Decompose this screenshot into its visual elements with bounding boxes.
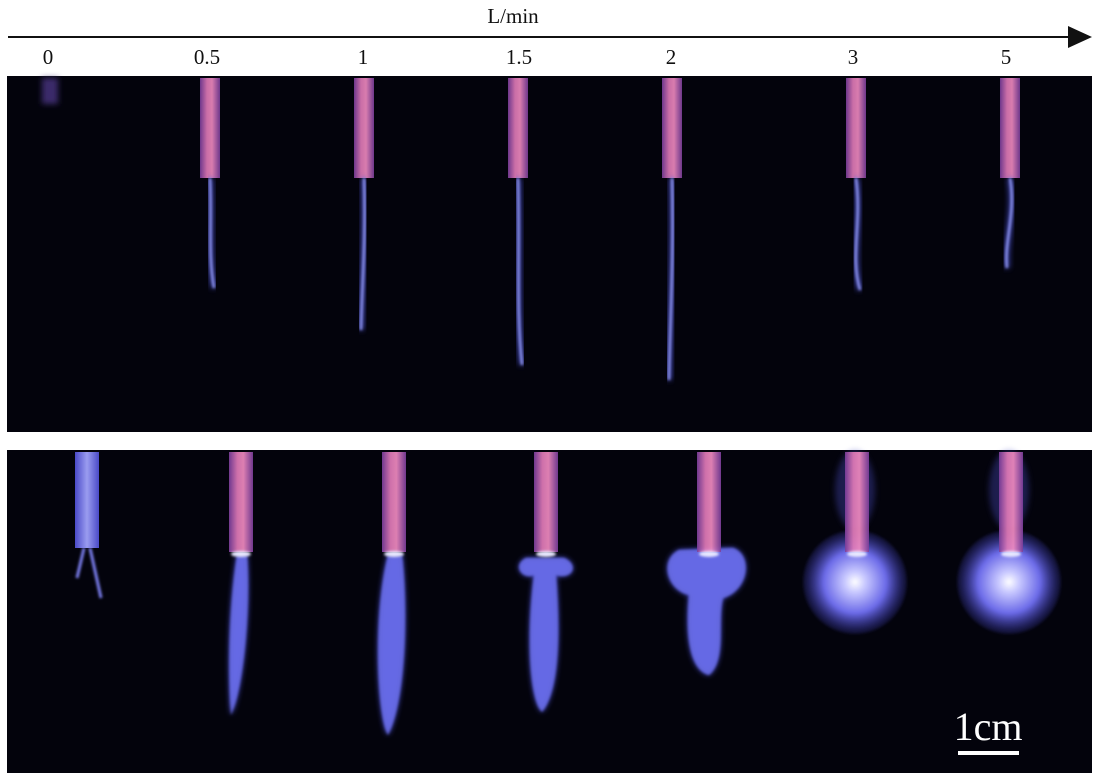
tube (845, 452, 869, 552)
plume (229, 555, 249, 715)
flow-rate-label: 5 (1001, 45, 1012, 69)
tube (999, 452, 1023, 552)
faint-tube (42, 78, 58, 104)
tube (846, 78, 866, 178)
tube (75, 452, 99, 548)
jet-filament (359, 177, 366, 331)
jet-filament (667, 177, 674, 381)
flow-rate-label: 1.5 (506, 45, 532, 69)
jet-filament (1005, 177, 1013, 269)
scale-bar (958, 751, 1019, 755)
axis-label: L/min (487, 4, 539, 28)
tube (662, 78, 682, 178)
jet (75, 547, 103, 599)
tube (382, 452, 406, 552)
sphere (803, 530, 907, 634)
nozzle-spot (384, 551, 404, 557)
tube (534, 452, 558, 552)
top-photo (7, 76, 1092, 432)
flow-rate-label: 0 (43, 45, 54, 69)
plume (519, 558, 573, 712)
scale-bar-label: 1cm (954, 704, 1023, 749)
nozzle-spot (231, 551, 251, 557)
tube (200, 78, 220, 178)
nozzle-spot (847, 551, 867, 557)
bottom-jets (75, 450, 1061, 735)
tube (354, 78, 374, 178)
jet-filament (516, 177, 524, 366)
jet-filament (854, 177, 862, 291)
tube (229, 452, 253, 552)
sphere (957, 530, 1061, 634)
arrow-head (1068, 26, 1092, 48)
plume (667, 548, 746, 675)
nozzle-spot (699, 551, 719, 557)
tube (508, 78, 528, 178)
flow-rate-label: 3 (848, 45, 859, 69)
flow-rate-label: 0.5 (194, 45, 220, 69)
flow-rate-label: 1 (358, 45, 369, 69)
plume (378, 555, 406, 735)
jet-filament (208, 177, 216, 289)
tube (697, 452, 721, 552)
nozzle-spot (536, 551, 556, 557)
tube (1000, 78, 1020, 178)
top-jets (42, 78, 1020, 381)
nozzle-spot (1001, 551, 1021, 557)
flow-rate-label: 2 (666, 45, 677, 69)
